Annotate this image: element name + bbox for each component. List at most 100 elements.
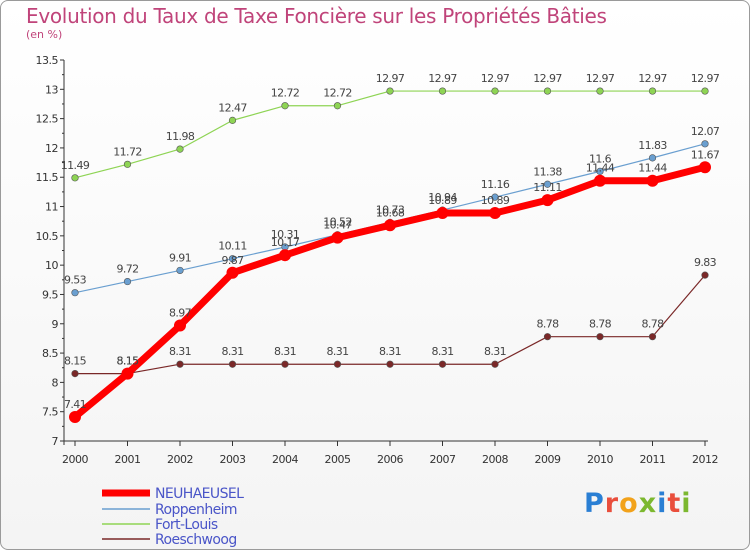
data-label: 7.41 — [64, 398, 86, 411]
data-label: 11.11 — [533, 181, 562, 194]
data-label: 11.44 — [638, 162, 667, 175]
data-label: 8.31 — [169, 345, 191, 358]
data-point — [71, 289, 79, 297]
data-label: 12.97 — [376, 72, 405, 85]
x-tick-label: 2012 — [692, 453, 718, 466]
data-label: 12.97 — [481, 72, 510, 85]
y-tick-label: 8.5 — [42, 347, 58, 360]
data-label: 11.38 — [533, 165, 562, 178]
data-label: 11.83 — [638, 139, 667, 152]
data-label: 12.97 — [691, 72, 720, 85]
data-point — [176, 360, 184, 368]
y-tick-label: 13.5 — [36, 54, 59, 67]
data-point — [543, 333, 552, 341]
data-point — [648, 87, 657, 95]
x-tick-label: 2007 — [430, 453, 456, 466]
data-point — [333, 102, 342, 110]
y-tick-label: 8 — [52, 376, 59, 389]
y-tick-label: 10 — [45, 259, 58, 272]
data-point — [596, 333, 604, 341]
x-tick-label: 2005 — [325, 453, 351, 466]
legend-label-fort-louis: Fort-Louis — [155, 517, 218, 533]
data-point — [333, 360, 342, 368]
data-point — [594, 174, 606, 187]
data-point — [176, 266, 184, 275]
data-label: 12.97 — [586, 72, 615, 85]
data-point — [69, 410, 81, 423]
data-label: 9.87 — [221, 254, 244, 267]
data-label: 8.31 — [484, 345, 506, 358]
data-point — [71, 174, 79, 182]
data-label: 8.78 — [536, 318, 559, 331]
data-point — [226, 266, 239, 279]
data-label: 11.6 — [589, 152, 612, 165]
data-label: 9.53 — [64, 274, 87, 287]
data-point — [176, 145, 184, 153]
data-point — [543, 180, 552, 188]
x-tick-label: 2010 — [587, 453, 613, 466]
data-point — [491, 87, 499, 95]
data-point — [71, 369, 79, 378]
data-label: 10.68 — [376, 206, 405, 219]
data-point — [701, 140, 709, 148]
y-tick-label: 11 — [45, 201, 58, 214]
y-tick-label: 13 — [45, 83, 58, 96]
data-label: 12.97 — [428, 72, 457, 85]
data-point — [699, 161, 711, 174]
data-point — [648, 154, 657, 162]
data-point — [279, 249, 291, 262]
data-label: 9.91 — [169, 251, 191, 264]
data-point — [121, 367, 134, 380]
data-point — [543, 87, 552, 95]
y-tick-label: 10.5 — [36, 230, 59, 243]
data-label: 8.15 — [64, 355, 87, 368]
data-label: 11.16 — [481, 178, 510, 191]
data-label: 12.72 — [271, 87, 300, 100]
y-tick-label: 9 — [52, 318, 59, 331]
data-label: 10.73 — [376, 203, 405, 216]
data-label: 11.44 — [586, 162, 615, 175]
data-label: 12.47 — [218, 101, 247, 114]
x-tick-label: 2000 — [62, 453, 88, 466]
y-tick-label: 7.5 — [42, 406, 58, 419]
x-tick-label: 2008 — [482, 453, 508, 466]
logo-letter: P — [584, 488, 605, 519]
legend-label-neuhaeusel: NEUHAEUSEL — [155, 486, 244, 502]
chart-subtitle: (en %) — [26, 28, 63, 41]
data-label: 8.31 — [379, 345, 401, 358]
x-tick-label: 2009 — [535, 453, 561, 466]
data-point — [386, 87, 394, 95]
data-label: 8.31 — [221, 345, 243, 358]
data-label: 10.89 — [481, 194, 510, 207]
chart-title: Evolution du Taux de Taxe Foncière sur l… — [26, 4, 607, 28]
data-point — [331, 231, 344, 244]
x-tick-label: 2002 — [167, 453, 193, 466]
data-label: 11.49 — [61, 159, 90, 172]
x-tick-label: 2011 — [640, 453, 666, 466]
data-label: 11.67 — [691, 148, 720, 161]
data-point — [281, 102, 289, 110]
data-label: 11.72 — [113, 145, 142, 158]
data-point — [123, 277, 132, 286]
data-point — [596, 167, 604, 175]
logo-letter: i — [657, 488, 668, 519]
data-point — [701, 87, 709, 95]
data-label: 8.31 — [326, 345, 348, 358]
axes: 7 7.5 8 8.5 9 9.5 10 10.5 11 11.5 12 12.5 13 13.5 2000… — [36, 54, 719, 466]
data-label: 12.07 — [691, 125, 720, 138]
data-point — [438, 360, 447, 368]
legend-label-roeschwoog: Roeschwoog — [155, 532, 237, 548]
data-label: 12.72 — [323, 87, 352, 100]
data-point — [174, 319, 186, 332]
y-tick-label: 7 — [52, 435, 59, 448]
data-point — [596, 87, 604, 95]
y-tick-label: 11.5 — [36, 171, 59, 184]
logo-letter: i — [681, 488, 692, 519]
data-label: 9.83 — [694, 256, 717, 269]
data-point — [541, 194, 554, 207]
data-point — [123, 160, 132, 168]
data-label: 10.94 — [428, 191, 457, 204]
